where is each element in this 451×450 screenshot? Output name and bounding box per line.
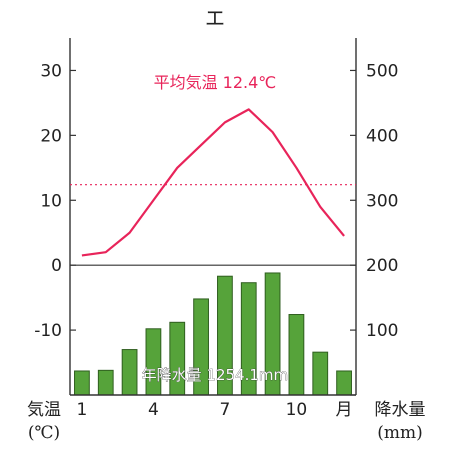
precip-bar: [288, 314, 305, 396]
month-tick-label: 1: [77, 400, 88, 420]
temperature-unit-label: (℃): [28, 423, 60, 443]
chart-title: エ: [205, 6, 225, 30]
month-tick-label: 10: [286, 400, 308, 420]
precip-tick-label: 300: [366, 191, 398, 211]
temperature-tick-label: 10: [40, 191, 62, 211]
annual-precipitation-label: 年降水量 1254.1mm: [142, 366, 288, 384]
average-temperature-label: 平均気温 12.4℃: [154, 73, 277, 92]
temperature-tick-label: 20: [40, 126, 62, 146]
precip-bar: [74, 370, 90, 396]
precip-bar: [336, 370, 352, 396]
precip-bar: [169, 321, 186, 396]
temperature-tick-label: -10: [34, 321, 62, 341]
precip-tick-label: 500: [366, 61, 398, 81]
month-unit-label: 月: [336, 400, 353, 420]
precip-tick-label: 200: [366, 256, 398, 276]
precip-unit-label: (mm): [377, 423, 423, 443]
precip-axis-label: 降水量: [375, 400, 426, 420]
temperature-axis-label: 気温: [27, 400, 61, 420]
temperature-tick-label: 30: [40, 61, 62, 81]
precip-bar: [121, 349, 138, 396]
month-tick-label: 7: [220, 400, 231, 420]
precip-tick-label: 400: [366, 126, 398, 146]
temperature-tick-label: 0: [51, 256, 62, 276]
month-tick-label: 4: [148, 400, 159, 420]
precip-tick-label: 100: [366, 321, 398, 341]
precip-bar: [312, 351, 329, 396]
precip-bar: [145, 328, 162, 396]
precip-bar: [97, 369, 114, 396]
temperature-line: [81, 108, 345, 257]
